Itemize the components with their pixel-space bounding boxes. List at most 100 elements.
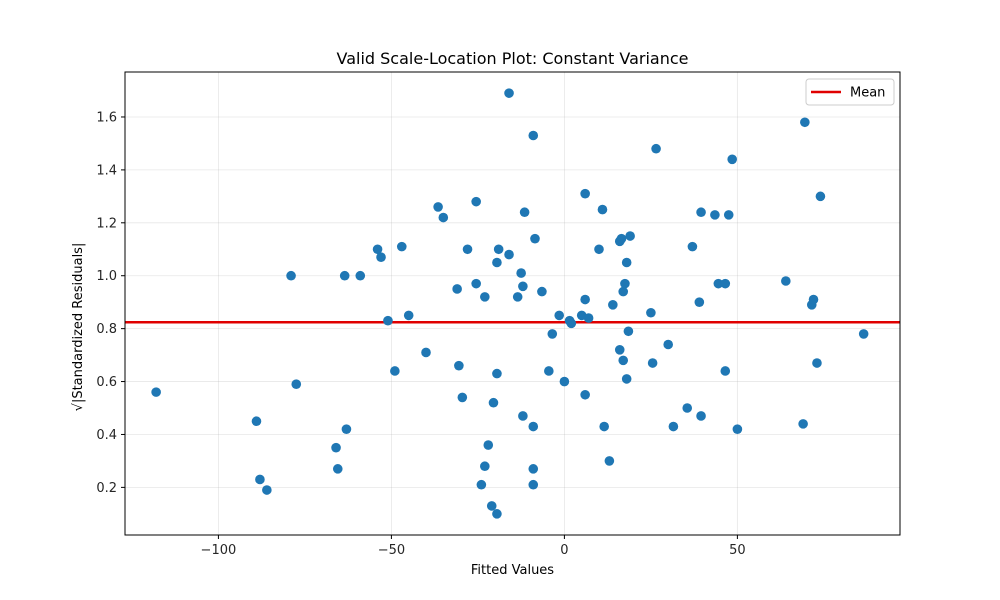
data-point [618, 286, 629, 297]
y-tick-label: 0.4 [96, 428, 117, 443]
legend: Mean [805, 78, 895, 106]
data-point [694, 297, 705, 307]
data-point [518, 411, 528, 421]
data-point [696, 207, 706, 218]
data-point [620, 278, 630, 289]
data-point [383, 315, 393, 326]
x-axis: −100 −50 0 50 [201, 535, 746, 558]
data-point [597, 204, 608, 215]
data-point [594, 244, 604, 255]
data-point [454, 360, 464, 371]
data-point [504, 88, 514, 98]
data-point [488, 397, 499, 408]
data-point [781, 276, 791, 286]
data-point [614, 345, 625, 355]
data-point [255, 474, 265, 485]
data-point [433, 202, 443, 212]
data-point [713, 278, 724, 289]
data-point [492, 368, 502, 379]
data-point [710, 210, 720, 220]
y-axis: 0.2 0.4 0.6 0.8 1.0 1.2 1.4 1.6 [96, 110, 125, 496]
data-point [682, 403, 693, 413]
data-point [646, 307, 656, 318]
data-point [528, 130, 539, 141]
data-point [618, 355, 629, 366]
y-tick-label: 1.6 [96, 110, 117, 125]
data-point [492, 509, 502, 519]
data-point [480, 292, 490, 302]
data-point [812, 358, 822, 368]
data-point [341, 424, 352, 434]
legend-mean-label: Mean [850, 86, 885, 101]
y-tick-label: 0.8 [96, 322, 117, 337]
data-point [696, 411, 706, 421]
data-point [528, 421, 539, 432]
data-point [390, 366, 400, 376]
data-point [291, 379, 302, 389]
y-tick-label: 1.2 [96, 216, 117, 231]
data-point [723, 210, 734, 220]
data-point [720, 366, 731, 376]
data-point [647, 358, 658, 368]
data-point [580, 188, 590, 199]
data-point [800, 117, 810, 128]
data-point [332, 464, 343, 474]
data-points [151, 88, 869, 519]
data-point [815, 191, 826, 202]
data-point [544, 366, 554, 376]
y-tick-label: 1.4 [96, 163, 117, 178]
data-point [516, 268, 526, 278]
y-axis-label: √|Standardized Residuals| [71, 243, 86, 412]
data-point [457, 392, 468, 403]
data-point [476, 479, 487, 490]
data-point [438, 212, 449, 223]
data-point [537, 286, 547, 297]
data-point [621, 374, 632, 384]
data-point [452, 284, 462, 294]
data-point [580, 294, 590, 305]
data-point [483, 440, 494, 450]
data-point [608, 300, 618, 310]
data-point [566, 318, 577, 329]
data-point [471, 278, 481, 289]
chart-title: Valid Scale-Location Plot: Constant Vari… [337, 49, 689, 68]
data-point [599, 421, 609, 432]
data-point [583, 313, 594, 323]
data-point [396, 241, 407, 252]
x-tick-label: −50 [378, 543, 405, 558]
data-point [262, 485, 272, 495]
y-tick-label: 0.2 [96, 481, 117, 496]
data-point [493, 244, 504, 255]
data-point [480, 461, 490, 472]
x-tick-label: 0 [560, 543, 568, 558]
data-point [518, 281, 528, 292]
y-tick-label: 1.0 [96, 269, 117, 284]
data-point [621, 257, 632, 268]
data-point [339, 270, 350, 281]
data-point [486, 501, 497, 511]
x-tick-label: −100 [201, 543, 237, 558]
data-point [808, 294, 819, 305]
data-point [151, 387, 161, 397]
data-point [559, 376, 570, 387]
data-point [687, 241, 698, 252]
data-point [331, 442, 341, 453]
data-point [580, 389, 590, 400]
legend-box [805, 78, 895, 106]
data-point [858, 329, 869, 339]
data-point [798, 419, 808, 429]
data-point [547, 329, 558, 339]
data-point [530, 233, 540, 244]
data-point [616, 233, 627, 244]
data-point [492, 257, 502, 268]
data-point [604, 456, 615, 466]
data-point [528, 479, 539, 490]
data-point [471, 196, 481, 207]
data-point [663, 339, 673, 350]
data-point [720, 278, 731, 289]
data-point [651, 143, 661, 154]
data-point [519, 207, 530, 218]
x-axis-label: Fitted Values [471, 563, 554, 578]
data-point [372, 244, 383, 255]
